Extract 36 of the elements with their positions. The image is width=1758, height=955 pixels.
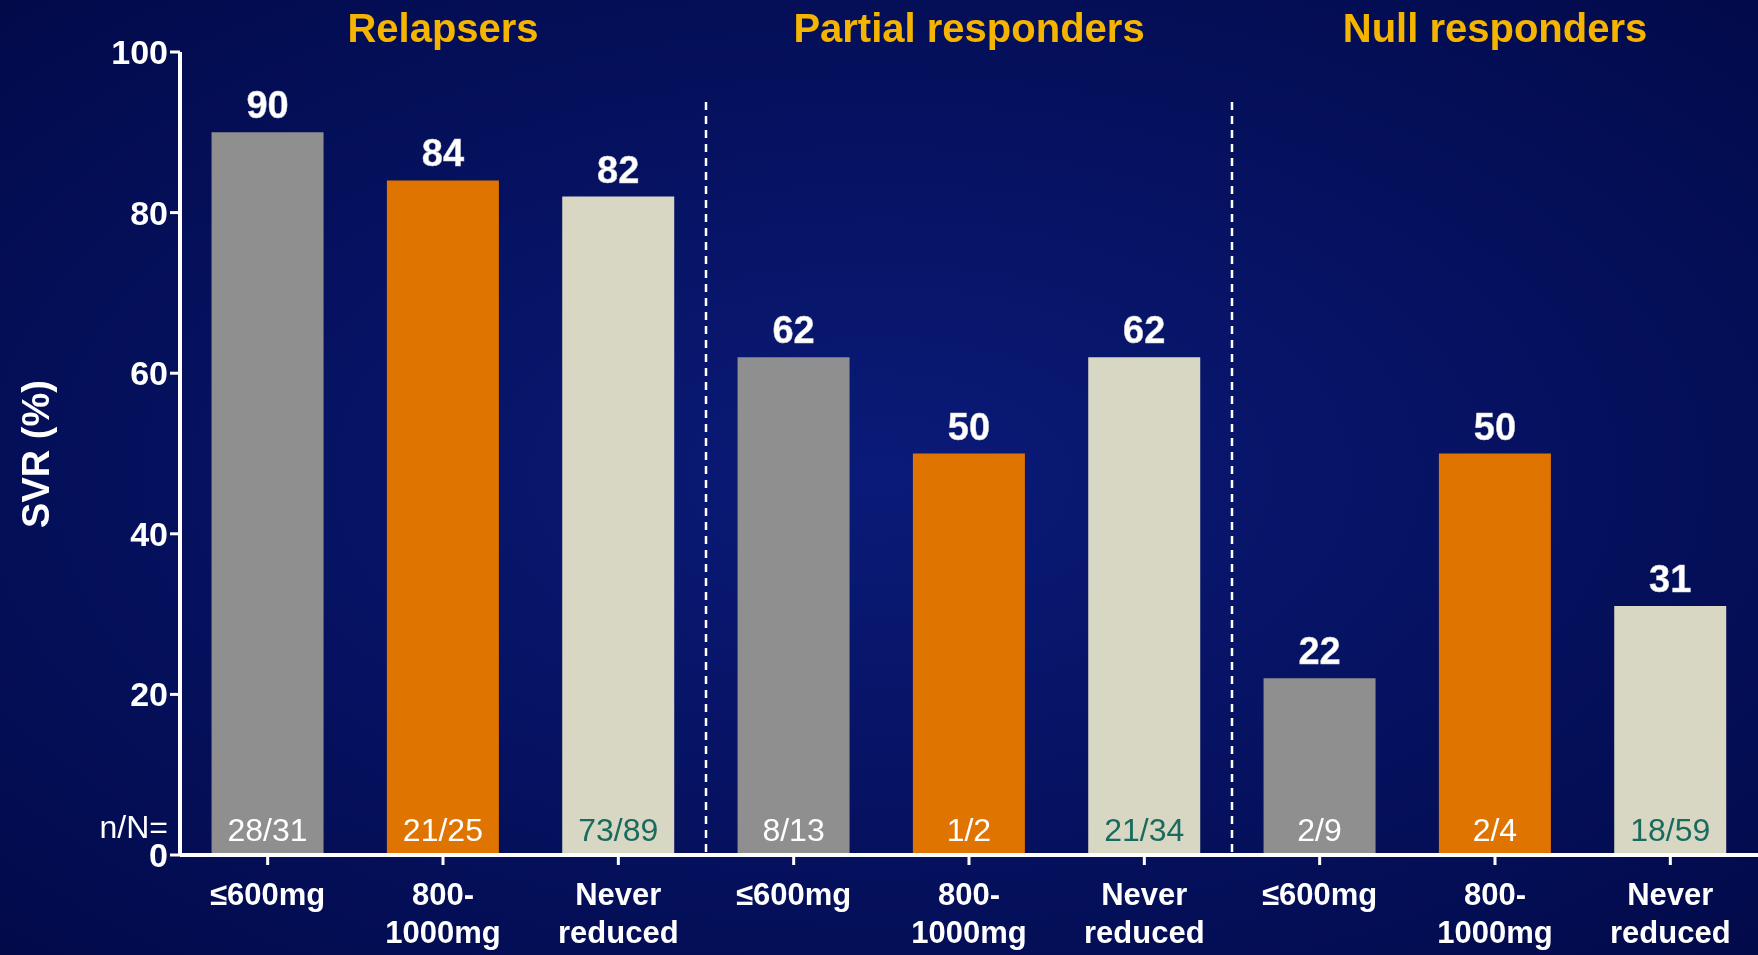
data-label: 50 — [1473, 405, 1517, 448]
x-tick-label: 800-1000mg — [1437, 877, 1553, 950]
data-label: 90 — [246, 84, 289, 127]
y-axis-title: SVR (%) — [14, 379, 58, 528]
data-label: 62 — [1123, 309, 1166, 352]
annotation: 2/9 — [1297, 812, 1342, 848]
y-tick-label: 60 — [130, 354, 168, 393]
x-tick-label: Never reduced — [1084, 877, 1205, 950]
text: Partial responders — [793, 5, 1145, 51]
annotation: 1/2 — [946, 812, 992, 848]
x-tick-label: ≤600mg — [210, 877, 326, 912]
annotation: 73/89 — [578, 812, 659, 848]
data-label: 50 — [947, 405, 991, 448]
x-tick-label: Never reduced — [558, 877, 679, 950]
text: Null responders — [1342, 5, 1648, 51]
x-tick-label: ≤600mg — [736, 877, 852, 912]
text: Relapsers — [347, 5, 539, 51]
annotation: 18/59 — [1630, 812, 1711, 848]
x-tick-label: Never reduced — [1610, 877, 1731, 950]
data-label: 84 — [421, 132, 465, 175]
x-tick-label: 800-1000mg — [385, 877, 501, 950]
data-label: 62 — [772, 309, 815, 352]
y-tick-label: 100 — [111, 33, 168, 72]
annotation: 8/13 — [762, 812, 825, 848]
annotation: 28/31 — [227, 812, 308, 848]
annotation: 2/4 — [1472, 812, 1518, 848]
annotation: 21/34 — [1104, 812, 1185, 848]
y-tick-label: 20 — [130, 675, 168, 714]
x-tick-label: ≤600mg — [1262, 877, 1378, 912]
x-tick-label: 800-1000mg — [911, 877, 1027, 950]
data-label: 82 — [597, 148, 640, 191]
data-label: 31 — [1649, 558, 1692, 601]
data-label: 22 — [1298, 630, 1341, 673]
annotation: 21/25 — [402, 812, 483, 848]
y-tick-label: 40 — [130, 514, 168, 553]
y-tick-label: 80 — [130, 193, 168, 232]
